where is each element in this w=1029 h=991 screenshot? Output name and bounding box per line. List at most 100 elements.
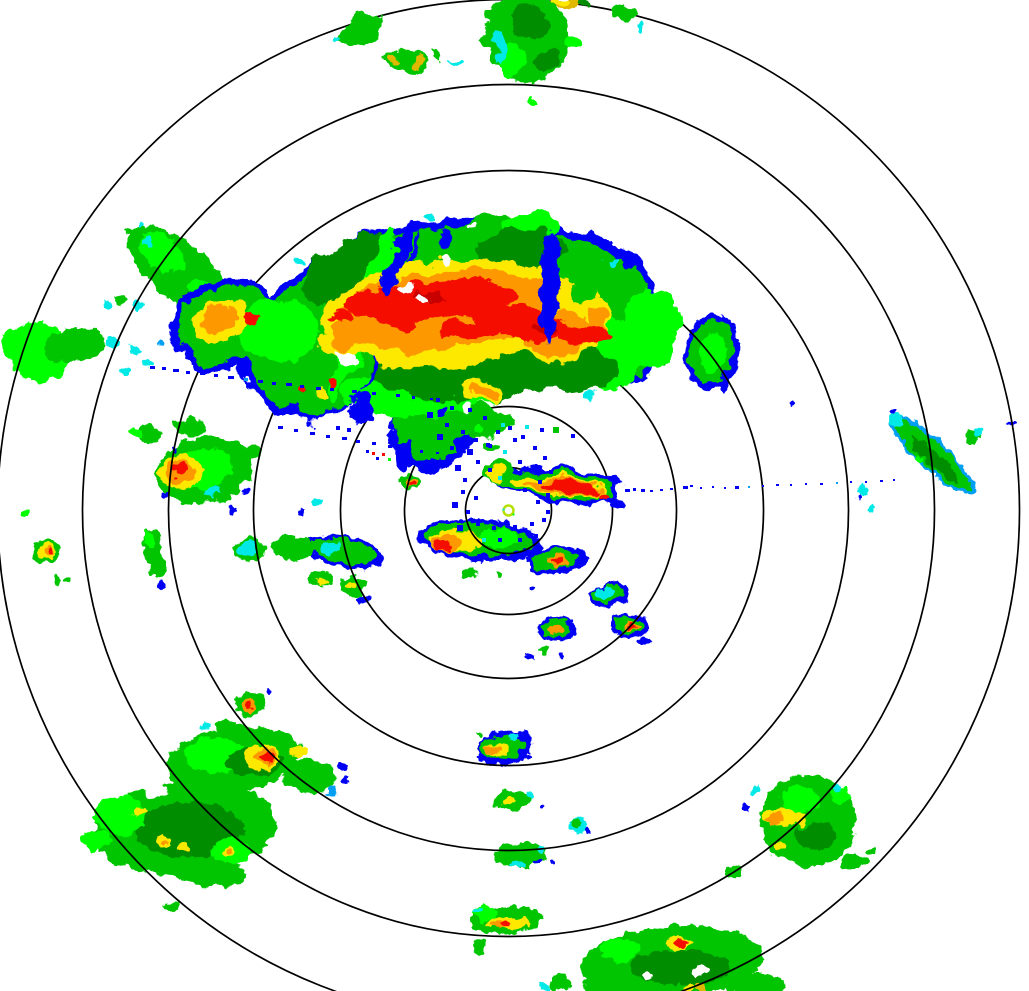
echo-blob (552, 0, 568, 7)
clutter-dot (463, 478, 467, 482)
echo-blob (136, 425, 164, 443)
echo-blob (284, 760, 336, 792)
spike-dash (430, 398, 433, 400)
echo-blob (424, 211, 436, 219)
echo-blob (548, 404, 558, 412)
echo-blob (612, 496, 628, 508)
echo-blob (121, 366, 131, 374)
spike-dash (258, 380, 263, 383)
spike-dash (300, 385, 304, 388)
echo-blob (508, 861, 526, 867)
clutter-dot (488, 444, 492, 448)
echo-blob (336, 348, 356, 362)
echo-blob (538, 230, 560, 346)
spike-dash (186, 371, 190, 374)
echo-blob (261, 751, 273, 763)
echo-blob (298, 388, 306, 396)
clutter-dot (474, 438, 478, 442)
echo-blob (559, 655, 565, 661)
echo-blob (889, 409, 895, 415)
echo-blob (472, 939, 486, 955)
clutter-dot (450, 446, 454, 450)
echo-blob (241, 489, 249, 495)
clutter-dot (523, 488, 527, 492)
echo-blob (241, 445, 263, 459)
echo-blob (215, 493, 231, 503)
echo-blob (129, 427, 141, 437)
echo-blob (541, 983, 549, 991)
spike-dash (836, 482, 838, 484)
spike-dash (342, 437, 347, 440)
echo-blob (538, 803, 544, 809)
clutter-dot (513, 525, 517, 529)
echo-blob (128, 346, 138, 354)
echo-blob (500, 921, 510, 929)
echo-blob (452, 57, 466, 63)
echo-blob (267, 688, 273, 694)
echo-blob (164, 901, 180, 911)
echo-blob (830, 787, 850, 803)
echo-blob (526, 791, 534, 799)
clutter-dot (542, 518, 546, 522)
echo-blob (144, 531, 156, 549)
echo-blob (476, 732, 484, 738)
echo-blob (465, 226, 475, 234)
echo-blob (157, 341, 163, 347)
echo-blob (228, 508, 236, 514)
echo-blob (550, 557, 562, 565)
echo-blob (523, 96, 539, 104)
echo-blob (106, 337, 118, 347)
echo-blob (326, 785, 338, 795)
echo-blob (571, 820, 581, 828)
echo-blob (491, 25, 503, 65)
clutter-dot (336, 426, 340, 430)
spike-dash (820, 483, 823, 485)
echo-blob (159, 581, 165, 589)
clutter-dot (508, 426, 512, 430)
echo-blob (600, 938, 640, 962)
echo-blob (412, 59, 422, 67)
echo-blob (490, 468, 504, 478)
echo-blob (524, 755, 530, 761)
echo-blob (443, 258, 453, 266)
spike-dash (372, 442, 376, 445)
echo-blob (103, 301, 111, 309)
spike-dash (150, 366, 155, 369)
echo-blob (913, 455, 921, 461)
spike-dash (452, 454, 455, 456)
echo-blob (512, 4, 548, 40)
echo-blob (53, 576, 61, 584)
spike-dash (404, 448, 408, 451)
spike-dash (352, 390, 357, 393)
echo-blob (63, 578, 69, 584)
echo-blob (639, 636, 653, 646)
clutter-dot (347, 428, 351, 432)
echo-blob (350, 396, 374, 424)
echo-blob (2, 326, 34, 366)
echo-blob (699, 332, 727, 372)
echo-blob (889, 413, 905, 427)
spike-dash (683, 486, 688, 489)
clutter-dot (498, 538, 502, 542)
echo-blob (867, 504, 873, 514)
echo-blob (544, 481, 600, 495)
range-ring (167, 169, 850, 852)
echo-blob (643, 972, 653, 980)
spike-dash (735, 486, 739, 489)
clutter-dot (553, 427, 559, 433)
spike-dash (790, 484, 792, 486)
spike-dash (286, 383, 292, 386)
range-ring (81, 83, 936, 938)
clutter-dot (546, 493, 550, 497)
spike-dash (272, 382, 276, 385)
echo-blob (533, 49, 559, 71)
echo-blob (345, 581, 357, 589)
clutter-dot (521, 435, 525, 439)
spike-dash (762, 485, 764, 487)
echo-blob (597, 586, 613, 598)
clutter-dot (466, 510, 470, 514)
echo-blob (161, 839, 167, 845)
clutter-dot (476, 460, 480, 464)
spike-dash (214, 374, 218, 377)
